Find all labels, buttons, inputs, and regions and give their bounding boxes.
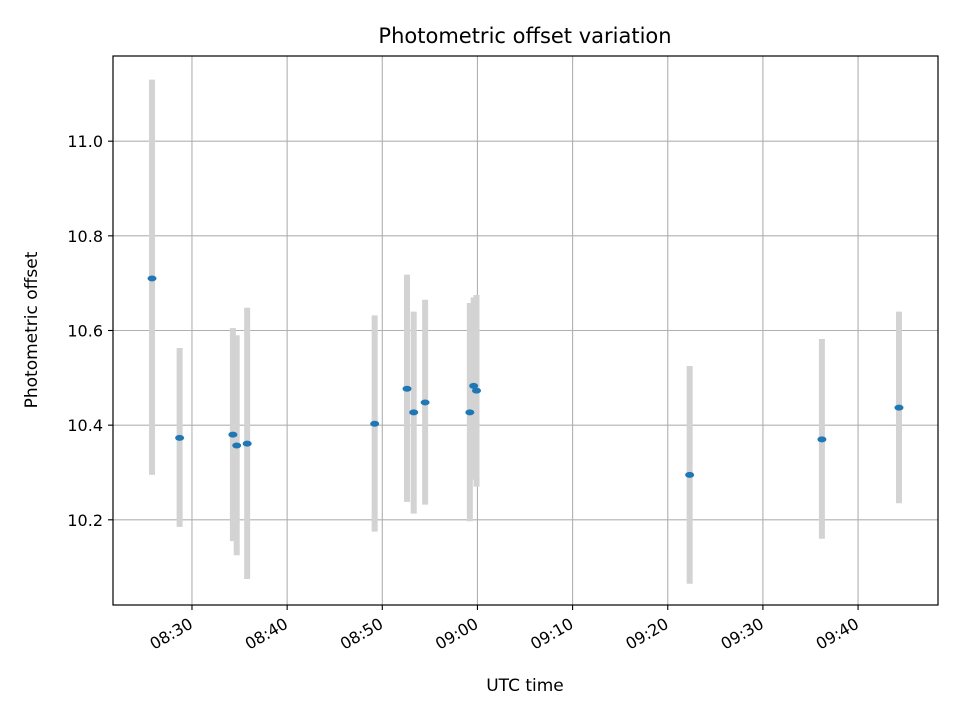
chart-title: Photometric offset variation xyxy=(378,24,671,48)
data-point xyxy=(685,471,695,478)
data-point xyxy=(894,404,904,411)
data-point xyxy=(420,399,430,406)
data-point xyxy=(228,431,238,438)
grid xyxy=(113,56,938,605)
data-point xyxy=(471,387,481,394)
data-point xyxy=(370,420,380,427)
data-point xyxy=(147,275,157,282)
y-tick-label: 10.2 xyxy=(67,511,103,530)
data-point xyxy=(409,409,419,416)
y-axis-ticks: 10.2 10.4 10.6 10.8 11.0 xyxy=(67,132,113,530)
data-point xyxy=(402,385,412,392)
data-point xyxy=(242,440,252,447)
y-tick-label: 10.4 xyxy=(67,416,103,435)
data-points xyxy=(147,275,904,478)
data-point xyxy=(465,409,475,416)
data-point xyxy=(232,442,242,449)
x-axis-label: UTC time xyxy=(486,676,564,696)
y-axis-label: Photometric offset xyxy=(22,251,42,408)
y-tick-label: 11.0 xyxy=(67,132,103,151)
data-point xyxy=(817,436,827,443)
data-point xyxy=(175,434,185,441)
y-tick-label: 10.6 xyxy=(67,322,103,341)
data-point xyxy=(469,382,479,389)
y-tick-label: 10.8 xyxy=(67,227,103,246)
